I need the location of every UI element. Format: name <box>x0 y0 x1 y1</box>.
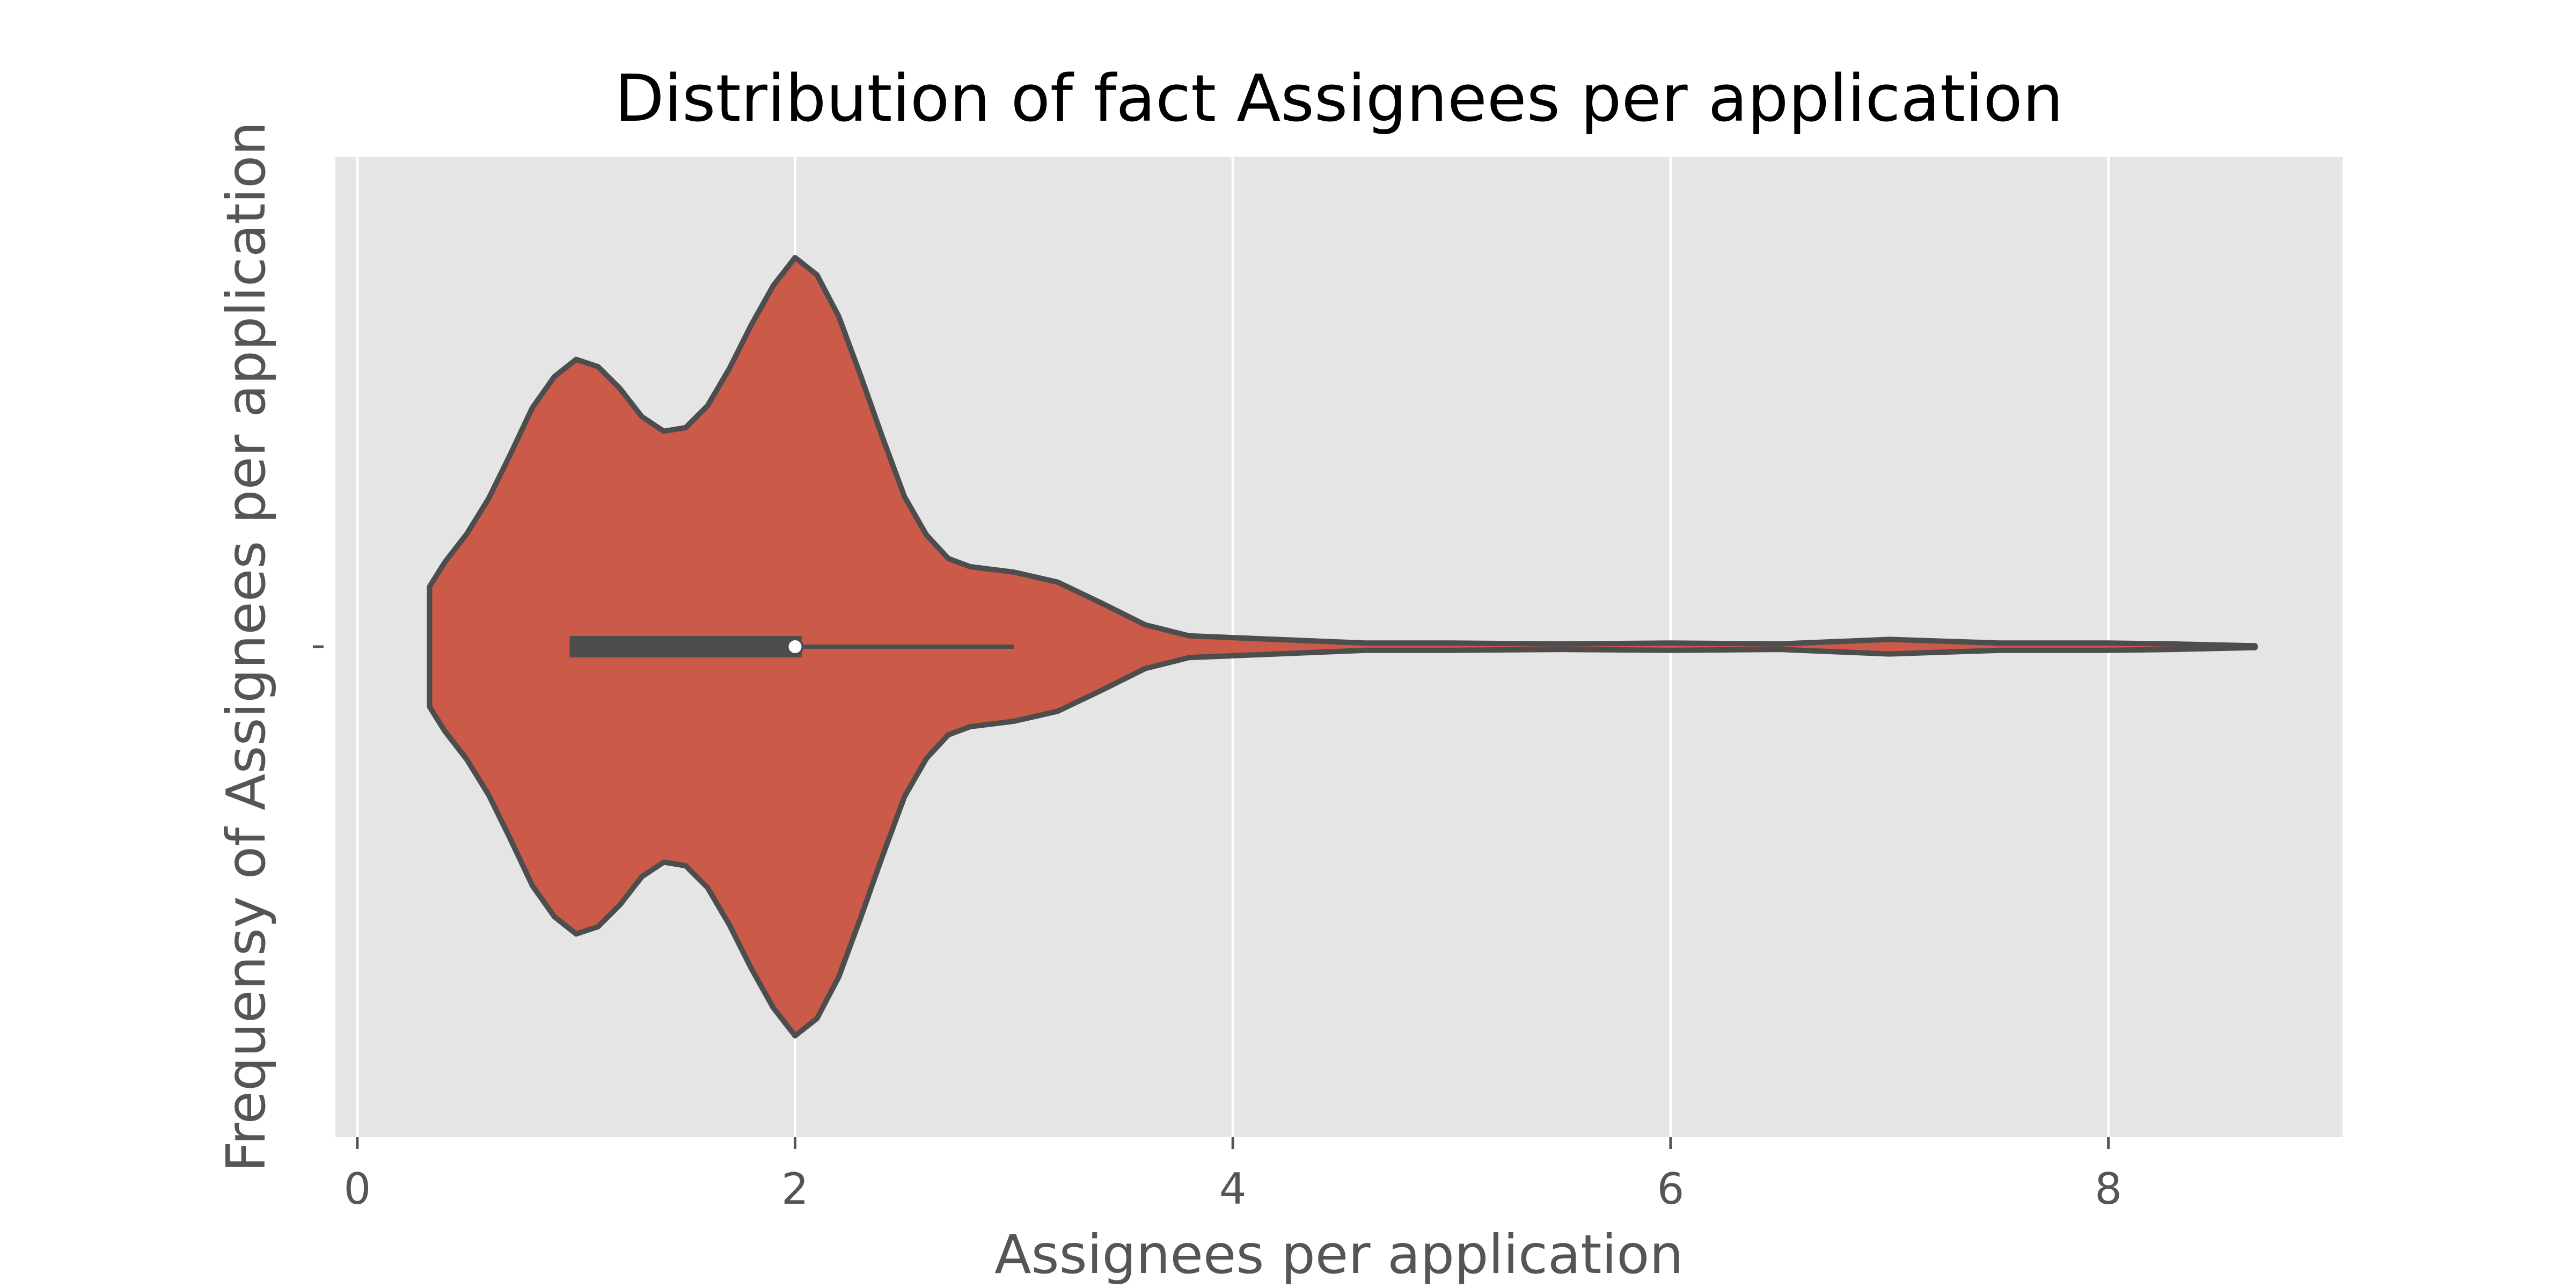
y-axis-label: Frequensy of Assignees per application <box>215 121 277 1172</box>
interquartile-box <box>569 636 801 657</box>
x-tick-label-0: 0 <box>343 1164 371 1214</box>
x-axis-label: Assignees per application <box>994 1223 1684 1286</box>
x-tick-label-4: 8 <box>2095 1164 2122 1214</box>
x-tick-label-3: 6 <box>1657 1164 1684 1214</box>
chart-title: Distribution of fact Assignees per appli… <box>614 62 2063 136</box>
x-tick-label-1: 2 <box>781 1164 809 1214</box>
x-tick-label-2: 4 <box>1219 1164 1247 1214</box>
median-marker <box>787 639 802 654</box>
